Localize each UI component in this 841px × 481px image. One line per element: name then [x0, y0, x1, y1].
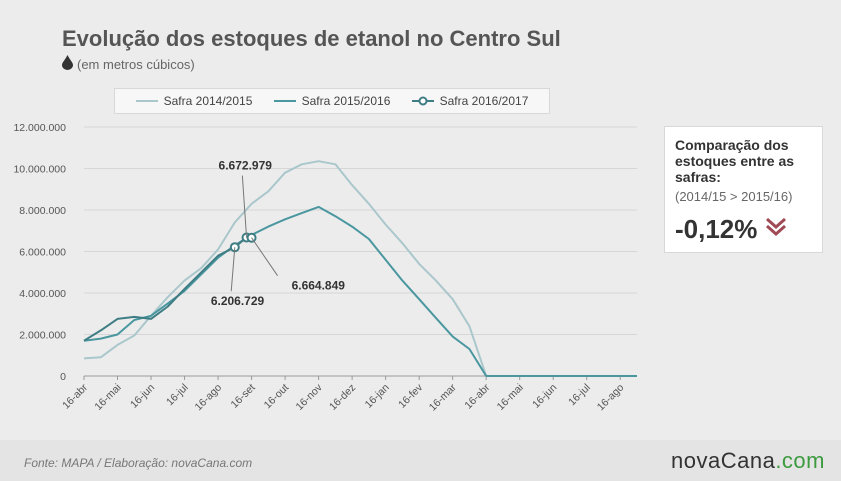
chart-subtitle-text: (em metros cúbicos) [77, 56, 195, 72]
y-tick-label: 8.000.000 [19, 205, 66, 217]
x-axis-ticks: 16-abr 16-mai 16-jun 16-jul 16-ago 16-set 16-o… [60, 376, 626, 414]
y-tick-label: 6.000.000 [19, 247, 66, 259]
x-tick-label: 16-jun [128, 382, 157, 411]
comparison-value: -0,12% [675, 214, 758, 244]
annotation-label: 6.206.729 [211, 294, 265, 308]
legend-label-2015: Safra 2015/2016 [301, 94, 391, 108]
x-tick-label: 16-set [229, 382, 258, 411]
legend-item-2016: Safra 2016/2017 [411, 94, 529, 108]
comparison-title: Comparação dos estoques entre as safras: [675, 137, 795, 185]
annotation-label: 6.672.979 [219, 159, 273, 173]
x-tick-label: 16-nov [294, 381, 326, 413]
comparison-box: Comparação dos estoques entre as safras:… [664, 126, 823, 253]
x-tick-label: 16-jul [164, 382, 191, 409]
y-tick-label: 12.000.000 [13, 122, 66, 134]
series-line-0 [83, 160, 637, 377]
x-tick-label: 16-mai [495, 382, 526, 413]
x-tick-label: 16-abr [462, 381, 492, 411]
x-tick-label: 16-abr [60, 381, 90, 411]
x-tick-label: 16-jan [363, 382, 392, 411]
source-note: Fonte: MAPA / Elaboração: novaCana.com [24, 456, 253, 470]
legend-swatch-2016 [411, 96, 434, 106]
chart-subtitle: (em metros cúbicos) [62, 55, 195, 73]
legend-item-2014: Safra 2014/2015 [135, 94, 253, 108]
drop-icon [62, 55, 73, 73]
x-tick-label: 16-jun [530, 382, 559, 411]
annotation-leader [241, 175, 248, 238]
y-tick-label: 4.000.000 [19, 288, 66, 300]
comparison-period: (2014/15 > 2015/16) [675, 189, 793, 204]
y-axis-ticks: 0 2.000.000 4.000.000 6.000.000 8.000.000 10.… [13, 122, 66, 383]
annotation-leader [230, 247, 236, 292]
y-tick-label: 10.000.000 [13, 164, 66, 176]
chart-area: 0 2.000.000 4.000.000 6.000.000 8.000.000 10.… [13, 122, 637, 414]
chart-annotations: 6.672.979 6.206.729 6.664.849 [211, 159, 345, 309]
legend-swatch-2014 [135, 100, 158, 102]
comparison-value-row: -0,12% [675, 214, 822, 245]
series-line-1 [83, 205, 637, 377]
footer: Fonte: MAPA / Elaboração: novaCana.com n… [0, 440, 841, 481]
brand-name: novaCana [671, 448, 776, 473]
chart-grid [84, 126, 637, 377]
legend-swatch-2015 [273, 100, 296, 102]
x-tick-label: 16-mai [92, 382, 123, 413]
y-tick-label: 0 [60, 371, 66, 383]
annotation-label: 6.664.849 [292, 279, 346, 293]
x-tick-label: 16-dez [327, 382, 358, 413]
y-tick-label: 2.000.000 [19, 330, 66, 342]
chart-legend: Safra 2014/2015 Safra 2015/2016 Safra 20… [114, 88, 550, 114]
x-tick-label: 16-fev [396, 381, 426, 411]
chart-series [83, 160, 637, 377]
legend-item-2015: Safra 2015/2016 [273, 94, 391, 108]
x-tick-label: 16-jul [566, 382, 593, 409]
x-tick-label: 16-out [262, 382, 292, 412]
double-chevron-down-icon [765, 217, 787, 242]
x-tick-label: 16-ago [193, 382, 225, 414]
x-tick-label: 16-ago [595, 382, 627, 414]
brand-domain: .com [775, 448, 825, 473]
legend-label-2014: Safra 2014/2015 [163, 94, 253, 108]
legend-label-2016: Safra 2016/2017 [439, 94, 529, 108]
chart-title: Evolução dos estoques de etanol no Centr… [62, 26, 561, 51]
series-line-2 [83, 236, 252, 342]
annotation-leader [251, 237, 278, 276]
brand-logo: novaCana.com [671, 448, 825, 474]
x-tick-label: 16-mar [427, 381, 459, 413]
